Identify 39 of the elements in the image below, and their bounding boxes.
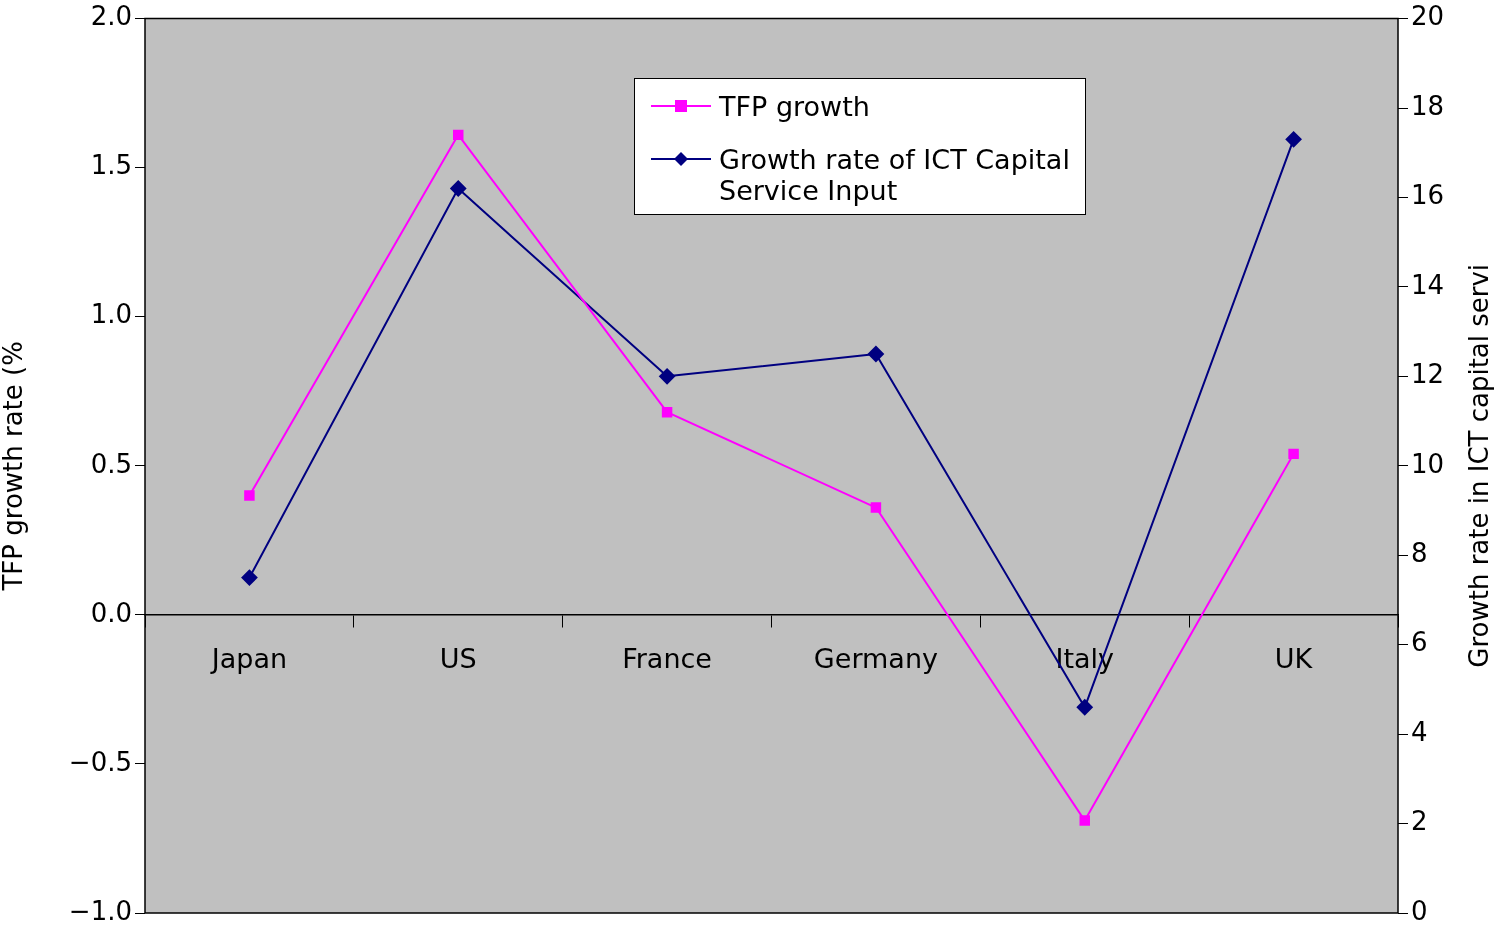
y-tick-label: 0.0	[90, 597, 132, 628]
y2-tick-label: 20	[1411, 1, 1445, 32]
y2-tick-label: 6	[1411, 627, 1428, 658]
point	[241, 569, 258, 586]
y2-tick-label: 18	[1411, 90, 1445, 121]
legend-label: Growth rate of ICT Capital Service Input	[719, 144, 1071, 206]
y-tick-label: 2.0	[90, 1, 132, 32]
y-tick-label: −0.5	[68, 746, 132, 777]
y2-tick-label: 16	[1411, 180, 1445, 211]
y-tick-label: 0.5	[90, 448, 132, 479]
x-tick-label: UK	[1274, 643, 1314, 675]
point	[870, 502, 882, 513]
point	[867, 346, 884, 362]
y-axis-title: TFP growth rate (%	[0, 341, 29, 592]
x-tick-label: Germany	[813, 643, 938, 675]
y-tick-label: −1.0	[68, 895, 132, 926]
y2-tick-label: 0	[1411, 895, 1428, 926]
point	[1076, 699, 1093, 716]
point	[1285, 131, 1302, 148]
y2-tick-label: 10	[1411, 448, 1445, 479]
x-tick-label: Japan	[209, 643, 288, 675]
y-tick-label: 1.0	[90, 299, 132, 330]
point	[244, 490, 255, 501]
y2-tick-label: 12	[1411, 359, 1445, 390]
y2-tick-label: 8	[1411, 537, 1428, 568]
y2-tick-label: 4	[1411, 716, 1428, 747]
point	[1079, 815, 1090, 826]
point	[450, 180, 467, 197]
point	[661, 406, 673, 418]
x-tick-label: US	[439, 643, 477, 675]
x-tick-label: France	[622, 643, 712, 675]
point	[453, 129, 464, 141]
point	[1288, 448, 1299, 460]
legend-label: TFP growth	[719, 91, 870, 122]
y2-axis-title: Growth rate in ICT capital servi	[1463, 263, 1494, 668]
point	[659, 368, 676, 385]
y2-tick-label: 14	[1411, 269, 1445, 300]
y2-tick-label: 2	[1411, 806, 1428, 837]
y-tick-label: 1.5	[90, 150, 132, 181]
